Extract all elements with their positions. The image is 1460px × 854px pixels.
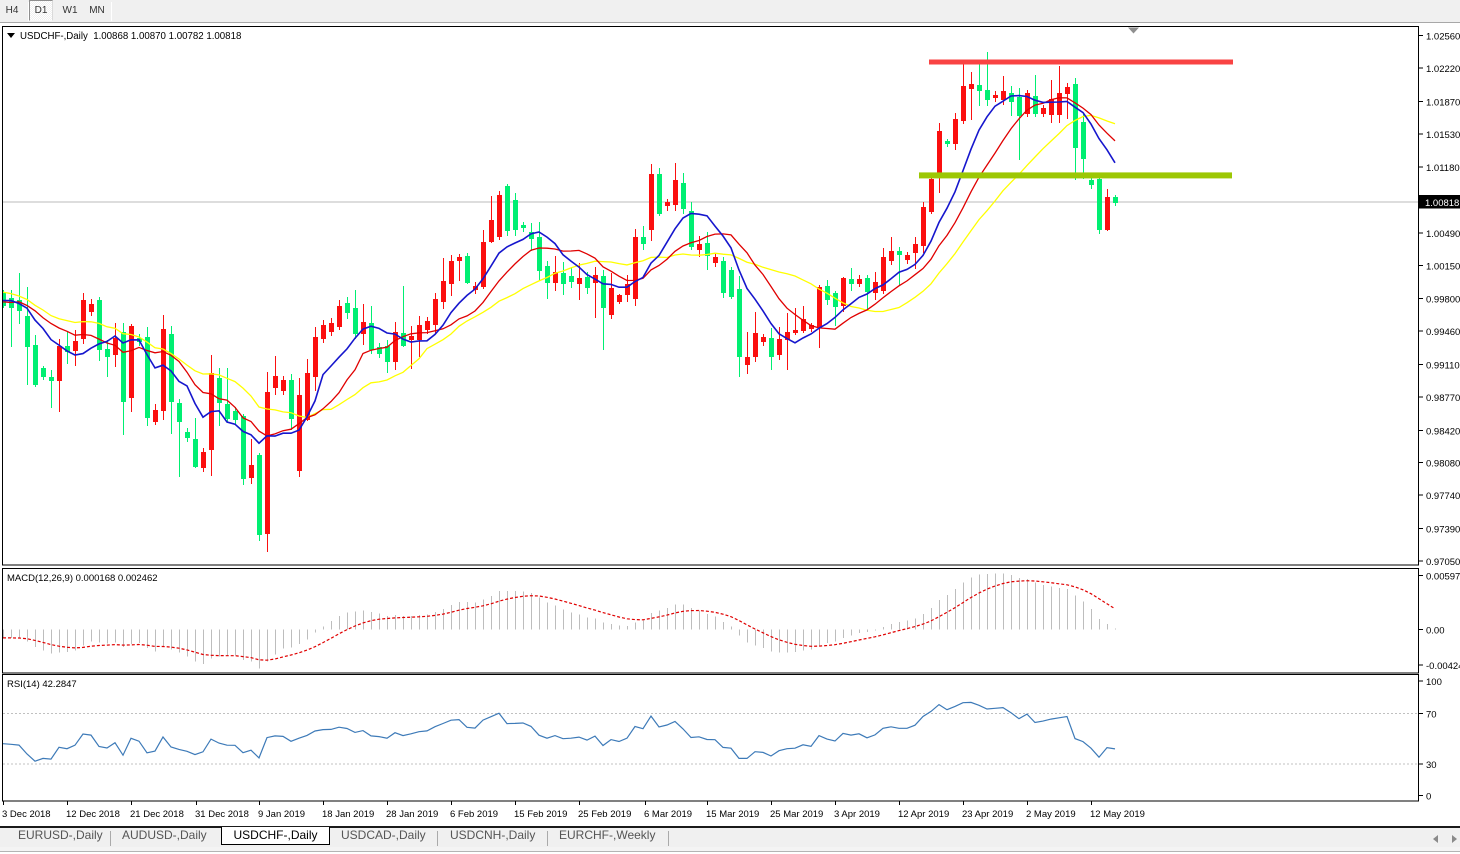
svg-text:RSI(14) 42.2847: RSI(14) 42.2847	[7, 679, 77, 690]
svg-text:2 May 2019: 2 May 2019	[1026, 809, 1076, 820]
svg-text:0.99800: 0.99800	[1426, 295, 1460, 306]
svg-text:0.98420: 0.98420	[1426, 426, 1460, 437]
svg-text:23 Apr 2019: 23 Apr 2019	[962, 809, 1013, 820]
svg-text:6 Mar 2019: 6 Mar 2019	[644, 809, 692, 820]
svg-text:0.98080: 0.98080	[1426, 459, 1460, 470]
svg-text:31 Dec 2018: 31 Dec 2018	[195, 809, 249, 820]
svg-text:3 Apr 2019: 3 Apr 2019	[834, 809, 880, 820]
svg-text:0: 0	[1426, 792, 1431, 803]
svg-text:3 Dec 2018: 3 Dec 2018	[2, 809, 51, 820]
svg-text:-0.004243: -0.004243	[1426, 661, 1460, 672]
svg-text:0.97050: 0.97050	[1426, 557, 1460, 568]
svg-text:25 Feb 2019: 25 Feb 2019	[578, 809, 631, 820]
svg-text:1.02220: 1.02220	[1426, 64, 1460, 75]
svg-text:28 Jan 2019: 28 Jan 2019	[386, 809, 438, 820]
svg-text:15 Feb 2019: 15 Feb 2019	[514, 809, 567, 820]
svg-text:0.98770: 0.98770	[1426, 393, 1460, 404]
svg-text:12 Dec 2018: 12 Dec 2018	[66, 809, 120, 820]
svg-text:30: 30	[1426, 760, 1437, 771]
svg-text:1.01180: 1.01180	[1426, 163, 1460, 174]
svg-text:1.01870: 1.01870	[1426, 97, 1460, 108]
svg-text:MACD(12,26,9) 0.000168 0.00246: MACD(12,26,9) 0.000168 0.002462	[7, 573, 158, 584]
svg-text:0.00: 0.00	[1426, 626, 1445, 637]
svg-text:6 Feb 2019: 6 Feb 2019	[450, 809, 498, 820]
svg-text:1.02560: 1.02560	[1426, 32, 1460, 43]
svg-text:0.00597: 0.00597	[1426, 572, 1460, 583]
svg-text:25 Mar 2019: 25 Mar 2019	[770, 809, 823, 820]
svg-text:0.99460: 0.99460	[1426, 327, 1460, 338]
svg-text:9 Jan 2019: 9 Jan 2019	[258, 809, 305, 820]
svg-text:1.00490: 1.00490	[1426, 229, 1460, 240]
svg-text:1.00818: 1.00818	[1425, 198, 1459, 209]
svg-text:15 Mar 2019: 15 Mar 2019	[706, 809, 759, 820]
svg-text:1.00150: 1.00150	[1426, 261, 1460, 272]
svg-text:USDCHF-,Daily 1.00868 1.00870: USDCHF-,Daily 1.00868 1.00870 1.00782 1.…	[20, 31, 241, 42]
svg-text:18 Jan 2019: 18 Jan 2019	[322, 809, 374, 820]
svg-text:12 May 2019: 12 May 2019	[1090, 809, 1145, 820]
svg-text:21 Dec 2018: 21 Dec 2018	[130, 809, 184, 820]
svg-text:0.97740: 0.97740	[1426, 491, 1460, 502]
svg-text:0.99110: 0.99110	[1426, 361, 1460, 372]
svg-text:0.97390: 0.97390	[1426, 525, 1460, 536]
svg-text:100: 100	[1426, 677, 1442, 688]
svg-text:12 Apr 2019: 12 Apr 2019	[898, 809, 949, 820]
svg-text:70: 70	[1426, 710, 1437, 721]
svg-text:1.01530: 1.01530	[1426, 130, 1460, 141]
